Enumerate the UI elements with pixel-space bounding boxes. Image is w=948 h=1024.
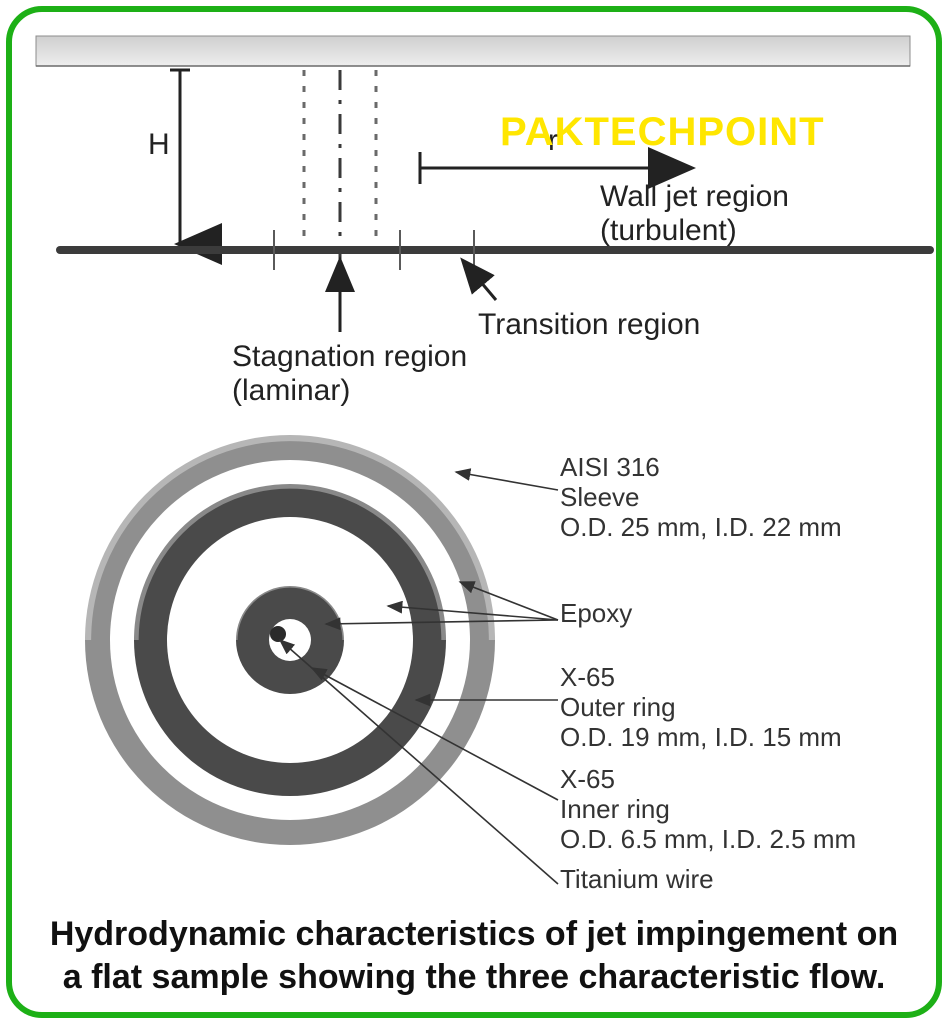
diagram-frame: HrWall jet region(turbulent)Transition r…: [0, 0, 948, 1024]
ring-label-x65_inner: Inner ring: [560, 794, 670, 824]
ring-label-x65_outer: Outer ring: [560, 692, 676, 722]
ring-label-aisi316: O.D. 25 mm, I.D. 22 mm: [560, 512, 842, 542]
caption-text: Hydrodynamic characteristics of jet impi…: [50, 915, 898, 996]
titanium-wire-dot: [270, 626, 286, 642]
x65-inner-ring: [236, 586, 344, 694]
watermark-label: PAKTECHPOINT: [500, 110, 825, 154]
jet-impingement-schematic: HrWall jet region(turbulent)Transition r…: [0, 0, 948, 420]
sample-cross-section: AISI 316SleeveO.D. 25 mm, I.D. 22 mm Epox…: [0, 420, 948, 940]
svg-text:H: H: [148, 128, 170, 161]
ring-label-aisi316: Sleeve: [560, 482, 640, 512]
ring-label-x65_inner: X-65: [560, 764, 615, 794]
ring-label-x65_inner: O.D. 6.5 mm, I.D. 2.5 mm: [560, 824, 856, 854]
svg-text:(turbulent): (turbulent): [600, 214, 737, 247]
ring-label-x65_outer: O.D. 19 mm, I.D. 15 mm: [560, 722, 842, 752]
watermark-text: PAKTECHPOINT: [500, 110, 825, 155]
ring-label-tiwire: Titanium wire: [560, 864, 714, 894]
figure-caption: Hydrodynamic characteristics of jet impi…: [40, 913, 908, 998]
svg-text:Transition region: Transition region: [478, 308, 700, 341]
ring-label-x65_outer: X-65: [560, 662, 615, 692]
svg-text:Wall jet region: Wall jet region: [600, 180, 789, 213]
svg-text:Stagnation region: Stagnation region: [232, 340, 467, 373]
svg-text:(laminar): (laminar): [232, 374, 350, 407]
ring-label-aisi316: AISI 316: [560, 452, 660, 482]
ring-label-epoxy: Epoxy: [560, 598, 632, 628]
